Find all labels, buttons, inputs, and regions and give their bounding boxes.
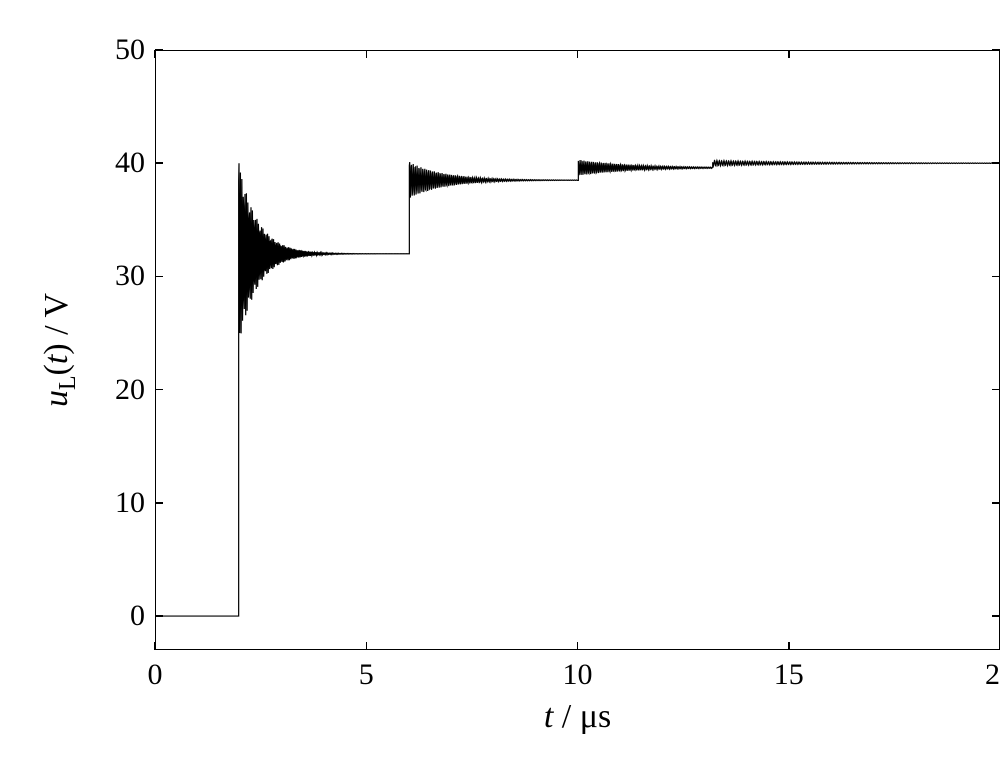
voltage-time-chart: uL(t) / V t / μs 0510152001020304050 <box>20 20 1000 757</box>
voltage-trace <box>20 20 1000 757</box>
